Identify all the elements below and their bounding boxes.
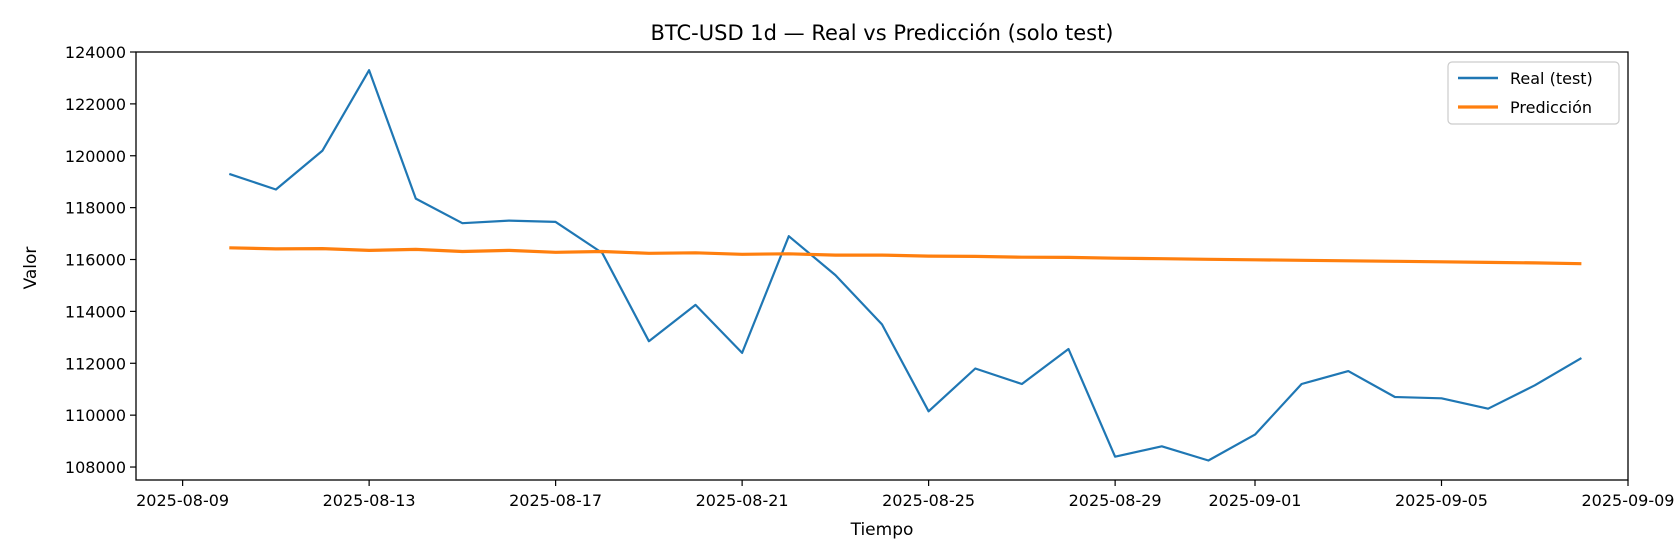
chart-title: BTC-USD 1d — Real vs Predicción (solo te… <box>651 21 1114 45</box>
x-tick-label: 2025-08-13 <box>323 491 416 510</box>
x-tick-label: 2025-09-01 <box>1209 491 1302 510</box>
y-tick-label: 114000 <box>65 302 126 321</box>
x-tick-label: 2025-08-09 <box>136 491 229 510</box>
x-tick-label: 2025-08-25 <box>882 491 975 510</box>
y-axis-label: Valor <box>21 247 41 290</box>
series-line-prediccion <box>229 246 1582 266</box>
x-axis-label: Tiempo <box>850 520 914 540</box>
plot-frame <box>135 51 1629 481</box>
x-tick-label: 2025-08-17 <box>509 491 602 510</box>
y-tick-label: 118000 <box>65 199 126 218</box>
x-tick-label: 2025-08-29 <box>1069 491 1162 510</box>
x-tick-label: 2025-09-09 <box>1582 491 1675 510</box>
legend: Real (test) Predicción <box>1447 61 1620 125</box>
x-tick-label: 2025-08-21 <box>696 491 789 510</box>
x-tick-label: 2025-09-05 <box>1395 491 1488 510</box>
y-tick-label: 124000 <box>65 43 126 62</box>
series-layer <box>228 69 1582 462</box>
y-tick-label: 116000 <box>65 251 126 270</box>
y-tick-label: 108000 <box>65 458 126 477</box>
y-tick-label: 120000 <box>65 147 126 166</box>
y-tick-label: 110000 <box>65 406 126 425</box>
x-axis-ticks: 2025-08-09 2025-08-13 2025-08-17 2025-08-21… <box>136 480 1674 510</box>
y-tick-label: 122000 <box>65 95 126 114</box>
series-line-real <box>228 69 1582 462</box>
y-axis-ticks: 108000 110000 112000 114000 116000 118000 1200… <box>65 43 136 477</box>
legend-label-real: Real (test) <box>1510 69 1593 88</box>
y-tick-label: 112000 <box>65 354 126 373</box>
legend-label-prediccion: Predicción <box>1510 98 1592 117</box>
